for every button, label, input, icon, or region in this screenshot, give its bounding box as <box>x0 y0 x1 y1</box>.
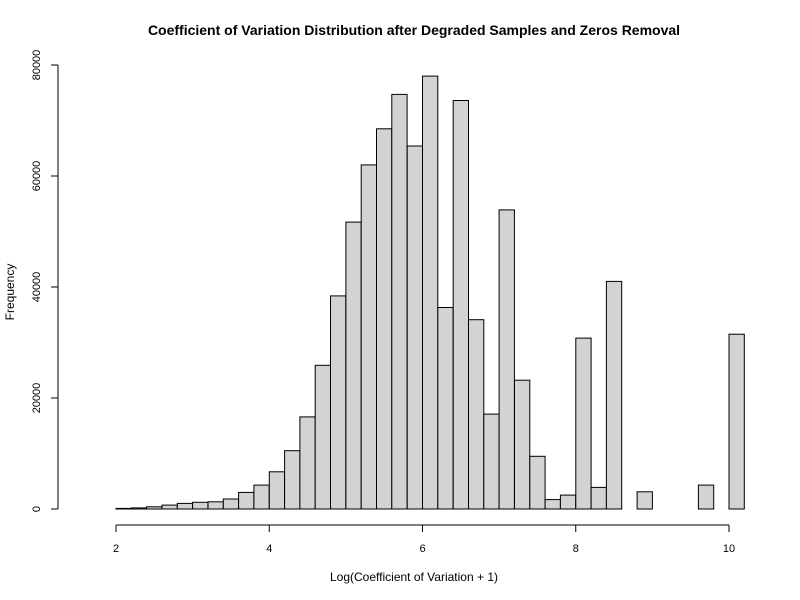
x-axis: 2 4 6 8 10 <box>113 524 735 555</box>
histogram-bar <box>192 501 209 510</box>
histogram-bar <box>498 209 515 510</box>
histogram-bar <box>697 484 715 510</box>
x-axis-label: Log(Coefficient of Variation + 1) <box>330 570 498 584</box>
histogram-bar <box>483 413 500 510</box>
histogram-bar <box>406 145 424 510</box>
y-tick-label: 40000 <box>31 272 43 303</box>
histogram-bar <box>468 319 485 510</box>
y-tick-label: 80000 <box>31 50 43 81</box>
x-tick-label: 10 <box>723 543 735 555</box>
histogram-bar <box>422 75 439 510</box>
bars-group <box>115 75 745 510</box>
x-tick-label: 8 <box>573 543 579 555</box>
histogram-bar <box>207 501 224 510</box>
histogram-bar <box>605 280 623 510</box>
histogram-bar <box>376 128 393 510</box>
y-axis-label: Frequency <box>3 264 17 321</box>
histogram-bar <box>161 504 178 510</box>
histogram-bar <box>360 164 378 510</box>
histogram-bar <box>330 295 347 510</box>
histogram-bar <box>636 491 653 510</box>
histogram-bar <box>146 506 163 510</box>
x-tick-label: 2 <box>113 543 119 555</box>
histogram-bar <box>514 379 531 510</box>
histogram-bar <box>314 364 332 510</box>
histogram-bar <box>437 307 454 510</box>
histogram-bar <box>253 484 270 510</box>
histogram-bar <box>130 507 148 510</box>
y-tick-label: 60000 <box>31 161 43 192</box>
histogram-bar <box>115 507 132 510</box>
y-axis: 0 20000 40000 60000 80000 <box>31 50 59 512</box>
histogram-bar <box>222 498 240 510</box>
chart-title: Coefficient of Variation Distribution af… <box>148 22 680 38</box>
histogram-bar <box>284 450 301 510</box>
histogram-bar <box>345 221 362 510</box>
histogram-bar <box>544 499 561 510</box>
histogram-bar <box>728 333 745 510</box>
x-tick-label: 4 <box>266 543 272 555</box>
histogram-bar <box>559 494 577 510</box>
y-tick-label: 0 <box>31 506 43 512</box>
y-tick-label: 20000 <box>31 383 43 414</box>
histogram-bar <box>391 93 408 510</box>
histogram-bar <box>452 100 470 510</box>
histogram-bar <box>529 455 546 510</box>
histogram-bar <box>590 486 607 510</box>
histogram-bar <box>238 491 255 510</box>
x-tick-label: 6 <box>419 543 425 555</box>
histogram-bar <box>268 471 286 510</box>
histogram-bar <box>299 416 316 510</box>
histogram-bar <box>575 337 592 510</box>
histogram-bar <box>176 502 194 510</box>
